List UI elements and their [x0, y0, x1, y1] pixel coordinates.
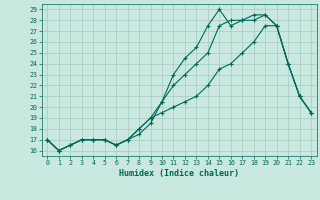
- X-axis label: Humidex (Indice chaleur): Humidex (Indice chaleur): [119, 169, 239, 178]
